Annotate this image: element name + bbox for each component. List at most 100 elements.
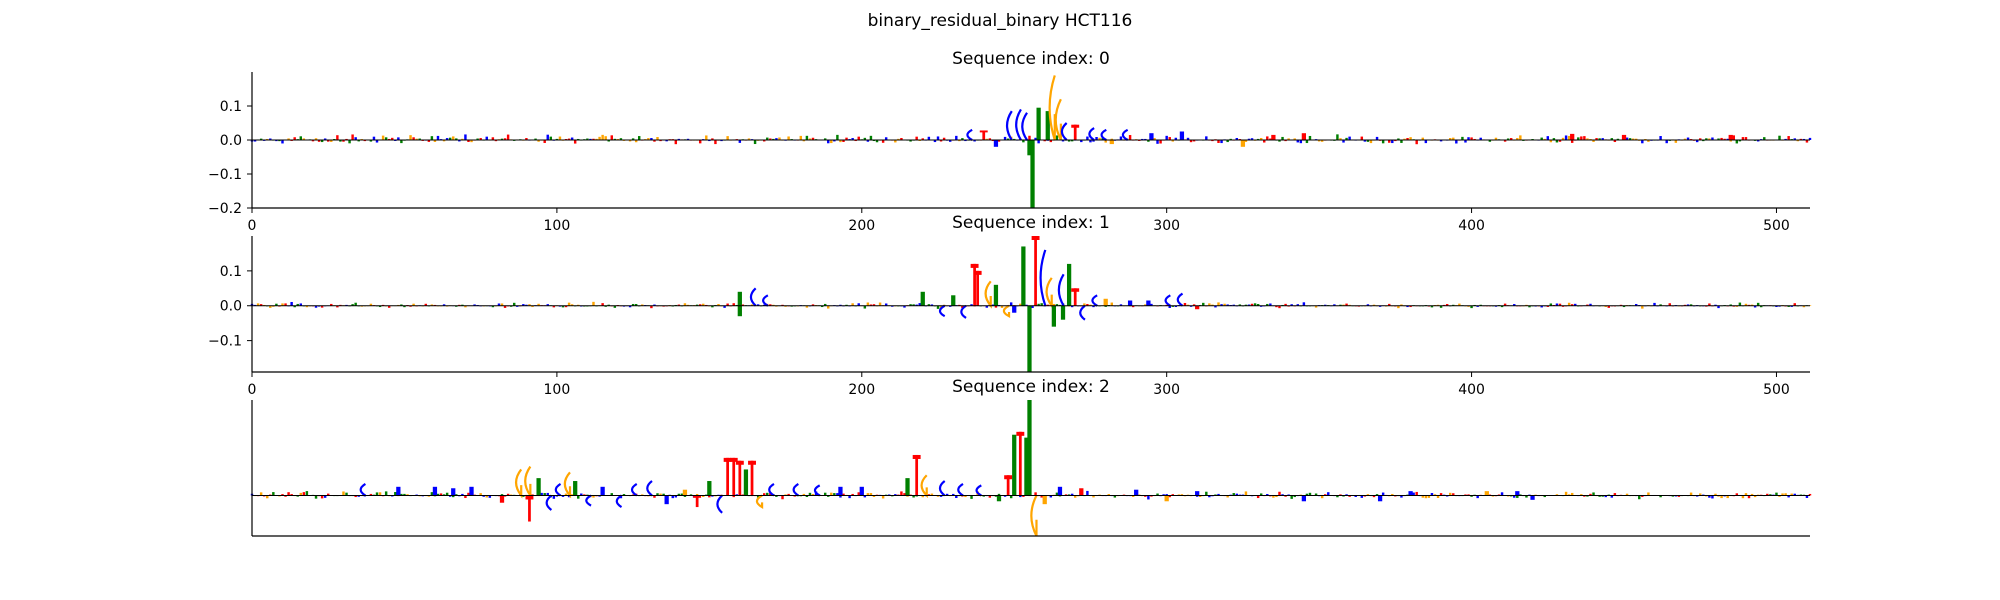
noise-bar xyxy=(698,140,702,144)
noise-bar xyxy=(628,140,632,142)
noise-bar xyxy=(1171,305,1174,307)
noise-bar xyxy=(1086,490,1089,496)
noise-bar xyxy=(823,303,827,306)
noise-bar xyxy=(1192,304,1196,306)
noise-bar xyxy=(656,493,659,496)
noise-bar xyxy=(595,138,598,140)
noise-bar xyxy=(1186,137,1190,140)
noise-bar xyxy=(1244,491,1248,496)
noise-bar xyxy=(1144,138,1147,140)
noise-bar xyxy=(1784,138,1787,140)
noise-bar xyxy=(1436,495,1440,498)
peak-mark xyxy=(1030,140,1035,208)
noise-bar xyxy=(293,137,296,140)
peak-mark xyxy=(1015,108,1022,141)
noise-bar xyxy=(808,138,812,140)
peak-mark xyxy=(738,460,742,496)
noise-bar xyxy=(1256,138,1260,140)
noise-bar xyxy=(604,136,607,140)
noise-bar xyxy=(1726,138,1729,140)
noise-bar xyxy=(1235,493,1239,496)
noise-bar xyxy=(1131,495,1135,498)
noise-bar xyxy=(1589,493,1592,496)
noise-bar xyxy=(506,134,510,140)
noise-bar xyxy=(1363,495,1367,497)
noise-bar xyxy=(522,304,525,306)
noise-bar xyxy=(403,305,406,308)
noise-bar xyxy=(1546,305,1550,307)
noise-bar xyxy=(1546,136,1550,140)
noise-bar xyxy=(732,495,735,498)
noise-bar xyxy=(634,304,638,306)
noise-bar xyxy=(1583,136,1586,140)
noise-bar xyxy=(436,493,440,496)
noise-bar xyxy=(827,495,830,497)
noise-bar xyxy=(375,492,379,496)
noise-bar xyxy=(467,140,470,142)
noise-bar xyxy=(741,304,745,306)
noise-bar xyxy=(281,303,284,306)
noise-bar xyxy=(378,305,382,308)
noise-bar xyxy=(912,495,915,498)
noise-bar xyxy=(503,305,507,308)
noise-bar xyxy=(369,493,373,496)
peak-mark xyxy=(432,486,438,496)
noise-bar xyxy=(552,305,556,308)
noise-bar xyxy=(726,136,729,140)
noise-bar xyxy=(1799,138,1803,140)
noise-bar xyxy=(1647,492,1650,496)
peak-mark xyxy=(1621,134,1627,140)
noise-bar xyxy=(1686,304,1690,306)
noise-bar xyxy=(1735,493,1739,496)
noise-bar xyxy=(1543,495,1546,498)
noise-bar xyxy=(912,304,915,306)
noise-bar xyxy=(1339,138,1342,140)
peak-mark xyxy=(1027,140,1032,156)
noise-bar xyxy=(357,495,360,497)
noise-bar xyxy=(1281,494,1284,496)
noise-bar xyxy=(961,305,964,309)
noise-bar xyxy=(1735,140,1739,144)
noise-bar xyxy=(677,493,681,496)
noise-bar xyxy=(991,304,995,306)
noise-bar xyxy=(491,305,495,308)
noise-bar xyxy=(811,493,815,496)
noise-bar xyxy=(1613,140,1617,143)
peak-mark xyxy=(755,494,764,509)
panel-title: Sequence index: 0 xyxy=(952,49,1110,69)
noise-bar xyxy=(1226,495,1229,498)
noise-bar xyxy=(327,493,330,496)
noise-bar xyxy=(1308,135,1312,140)
peak-mark xyxy=(469,486,474,496)
noise-bar xyxy=(1198,495,1202,497)
noise-bar xyxy=(1625,493,1629,496)
noise-bar xyxy=(607,140,610,142)
noise-bar xyxy=(1003,495,1007,497)
noise-bar xyxy=(805,495,809,498)
noise-bar xyxy=(1449,492,1452,496)
noise-bar xyxy=(354,302,357,306)
noise-bar xyxy=(948,305,952,307)
peak-mark xyxy=(996,495,1002,502)
noise-bar xyxy=(903,493,906,496)
noise-bar xyxy=(1284,495,1287,497)
peak-mark xyxy=(1066,263,1072,306)
noise-bar xyxy=(991,140,995,142)
noise-bar xyxy=(555,138,559,140)
noise-bar xyxy=(851,138,854,140)
noise-bar xyxy=(1741,495,1745,499)
noise-bar xyxy=(1366,140,1370,142)
noise-bar xyxy=(857,492,860,496)
noise-bar xyxy=(1366,304,1370,306)
noise-bar xyxy=(320,495,324,499)
noise-bar xyxy=(1110,138,1114,140)
noise-bar xyxy=(909,304,912,306)
noise-bar xyxy=(1400,140,1403,143)
noise-bar xyxy=(720,140,723,142)
noise-bar xyxy=(583,494,586,496)
noise-bar xyxy=(1324,304,1327,306)
noise-bar xyxy=(1183,302,1187,306)
noise-bar xyxy=(894,494,897,496)
noise-bar xyxy=(1223,303,1226,306)
noise-bar xyxy=(452,136,455,140)
